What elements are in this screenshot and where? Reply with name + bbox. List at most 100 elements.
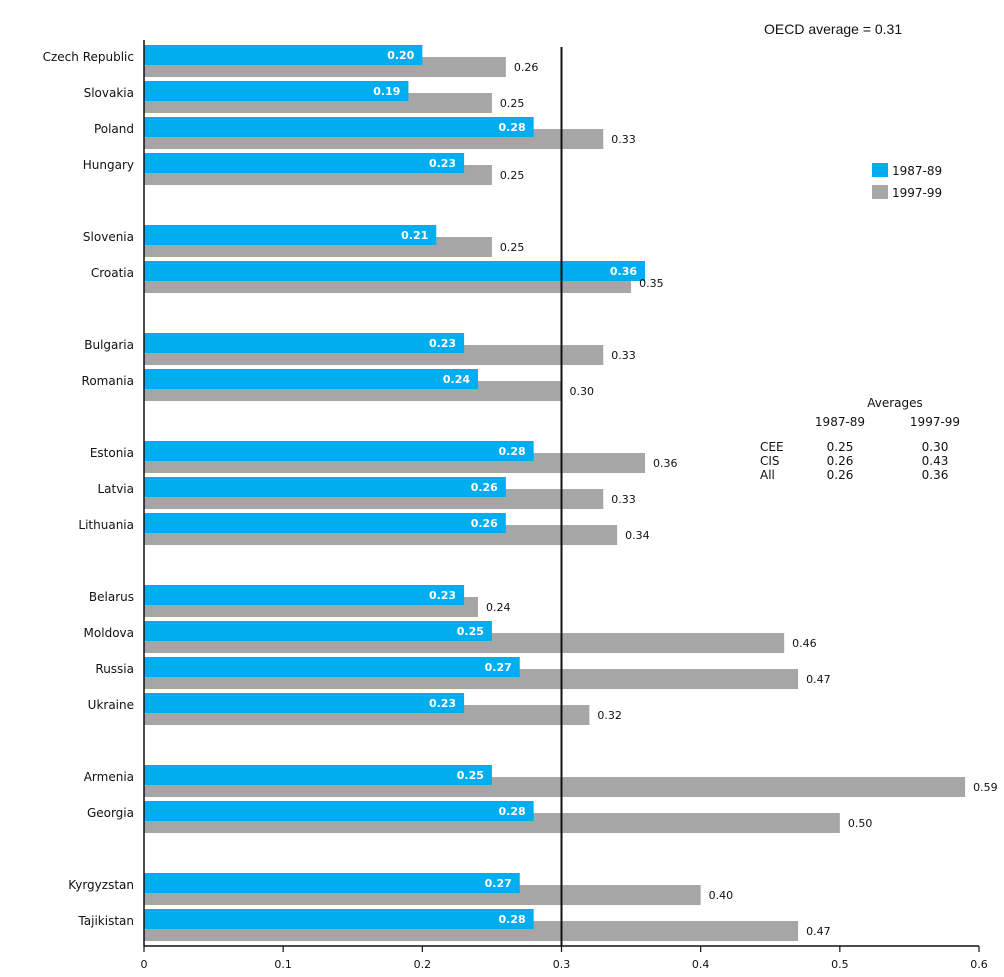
legend-label: 1987-89 (892, 164, 942, 178)
category-label: Armenia (84, 770, 134, 784)
value-label-1997-99: 0.33 (611, 349, 636, 362)
bar-1987-89 (144, 909, 534, 929)
value-label-1987-89: 0.27 (485, 877, 512, 890)
bar-1987-89 (144, 477, 506, 497)
value-label-1997-99: 0.26 (514, 61, 539, 74)
category-label: Slovakia (84, 86, 134, 100)
category-label: Georgia (87, 806, 134, 820)
category-label: Slovenia (83, 230, 134, 244)
value-label-1987-89: 0.21 (401, 229, 428, 242)
value-label-1997-99: 0.25 (500, 97, 524, 110)
value-label-1997-99: 0.59 (973, 781, 998, 794)
category-label: Belarus (89, 590, 134, 604)
bar-1987-89 (144, 693, 465, 713)
averages-title: Averages (867, 396, 923, 410)
legend: 1987-89 1997-99 (872, 163, 942, 200)
value-label-1997-99: 0.35 (639, 277, 664, 290)
value-label-1987-89: 0.23 (429, 589, 456, 602)
value-label-1987-89: 0.27 (485, 661, 512, 674)
x-tick-label: 0 (141, 958, 148, 971)
labels-layer: Czech Republic 0.20 0.26 Slovakia 0.19 0.25 Po… (43, 49, 998, 938)
category-label: Croatia (91, 266, 134, 280)
value-label-1997-99: 0.24 (486, 601, 511, 614)
category-label: Lithuania (78, 518, 134, 532)
category-label: Kyrgyzstan (68, 878, 134, 892)
x-tick-label: 0.2 (414, 958, 432, 971)
category-label: Estonia (90, 446, 134, 460)
bar-1987-89 (144, 261, 645, 281)
value-label-1997-99: 0.32 (597, 709, 622, 722)
value-label-1987-89: 0.25 (457, 769, 484, 782)
averages-column-header: 1997-99 (910, 415, 960, 429)
value-label-1997-99: 0.25 (500, 169, 524, 182)
averages-column-header: 1987-89 (815, 415, 865, 429)
category-label: Hungary (83, 158, 134, 172)
value-label-1997-99: 0.33 (611, 133, 636, 146)
value-label-1997-99: 0.46 (792, 637, 817, 650)
bar-1987-89 (144, 117, 534, 137)
category-label: Latvia (97, 482, 134, 496)
value-label-1997-99: 0.34 (625, 529, 650, 542)
bar-1987-89 (144, 333, 465, 353)
bar-1987-89 (144, 441, 534, 461)
value-label-1987-89: 0.23 (429, 337, 456, 350)
value-label-1997-99: 0.47 (806, 925, 831, 938)
legend-label: 1997-99 (892, 186, 942, 200)
value-label-1997-99: 0.40 (709, 889, 734, 902)
averages-value: 0.36 (922, 468, 949, 482)
value-label-1997-99: 0.36 (653, 457, 678, 470)
bar-1987-89 (144, 585, 465, 605)
x-tick-label: 0.6 (970, 958, 988, 971)
averages-value: 0.26 (827, 454, 854, 468)
bar-1987-89 (144, 45, 423, 65)
x-tick-label: 0.3 (553, 958, 571, 971)
x-tick-label: 0.1 (274, 958, 292, 971)
bar-1987-89 (144, 765, 492, 785)
value-label-1987-89: 0.28 (499, 805, 526, 818)
value-label-1997-99: 0.25 (500, 241, 524, 254)
bar-1987-89 (144, 621, 492, 641)
value-label-1997-99: 0.33 (611, 493, 636, 506)
value-label-1997-99: 0.30 (570, 385, 595, 398)
bar-1987-89 (144, 153, 465, 173)
value-label-1987-89: 0.26 (471, 517, 498, 530)
value-label-1987-89: 0.23 (429, 697, 456, 710)
value-label-1987-89: 0.23 (429, 157, 456, 170)
value-label-1997-99: 0.47 (806, 673, 831, 686)
averages-value: 0.43 (922, 454, 949, 468)
bar-1987-89 (144, 657, 520, 677)
value-label-1987-89: 0.28 (499, 913, 526, 926)
value-label-1997-99: 0.50 (848, 817, 873, 830)
legend-swatch (872, 163, 888, 177)
averages-row-label: All (760, 468, 775, 482)
category-label: Czech Republic (43, 50, 134, 64)
averages-value: 0.30 (922, 440, 949, 454)
category-label: Romania (82, 374, 134, 388)
legend-swatch (872, 185, 888, 199)
value-label-1987-89: 0.25 (457, 625, 484, 638)
value-label-1987-89: 0.36 (610, 265, 637, 278)
oecd-average-note: OECD average = 0.31 (764, 21, 902, 37)
value-label-1987-89: 0.20 (387, 49, 414, 62)
value-label-1987-89: 0.28 (499, 121, 526, 134)
value-label-1987-89: 0.28 (499, 445, 526, 458)
bar-1987-89 (144, 225, 437, 245)
category-label: Russia (95, 662, 134, 676)
x-tick-label: 0.5 (831, 958, 849, 971)
averages-row-label: CIS (760, 454, 780, 468)
averages-value: 0.26 (827, 468, 854, 482)
x-tick-label: 0.4 (692, 958, 710, 971)
bar-1987-89 (144, 369, 478, 389)
value-label-1987-89: 0.24 (443, 373, 470, 386)
category-label: Bulgaria (84, 338, 134, 352)
value-label-1987-89: 0.26 (471, 481, 498, 494)
bar-1987-89 (144, 801, 534, 821)
bars-layer (144, 45, 966, 941)
category-label: Moldova (84, 626, 134, 640)
bar-1987-89 (144, 873, 520, 893)
category-label: Tajikistan (77, 914, 134, 928)
averages-row-label: CEE (760, 440, 784, 454)
